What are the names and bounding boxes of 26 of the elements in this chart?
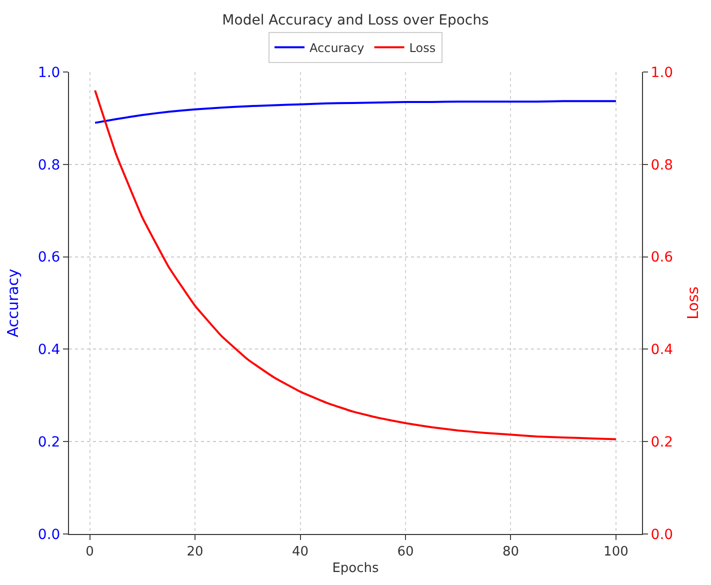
y-tick-label: 0.2 (38, 434, 60, 450)
y-tick-label: 0.4 (38, 342, 60, 358)
line-series (94, 89, 617, 440)
y-tick-label: 0.6 (38, 250, 60, 266)
x-axis-title: Epochs (332, 561, 380, 576)
x-tick-label: 100 (604, 544, 628, 560)
x-tick-label: 20 (186, 544, 204, 560)
y-tick-label: 0.8 (38, 157, 60, 174)
y2-axis-title: Loss (684, 286, 702, 320)
y2-tick-label: 0.8 (650, 157, 674, 174)
x-tick-label: 0 (86, 544, 94, 560)
y-axis-title: Accuracy (4, 268, 22, 338)
x-tick-label: 60 (397, 544, 414, 560)
x-tick-label: 40 (292, 544, 309, 560)
y2-tick-label: 1.0 (650, 64, 674, 81)
y-tick-label: 1.0 (38, 64, 60, 81)
y-tick-label: 0.0 (38, 526, 60, 543)
chart-title: Model Accuracy and Loss over Epochs (222, 12, 489, 28)
y2-tick-label: 0.4 (650, 342, 674, 358)
x-tick-label: 80 (502, 544, 519, 560)
line-series (94, 100, 617, 124)
y2-tick-label: 0.6 (650, 250, 674, 266)
y2-tick-label: 0.2 (650, 434, 674, 450)
legend-label: Loss (409, 40, 436, 55)
legend-label: Accuracy (310, 40, 364, 55)
y2-tick-label: 0.0 (650, 526, 674, 543)
